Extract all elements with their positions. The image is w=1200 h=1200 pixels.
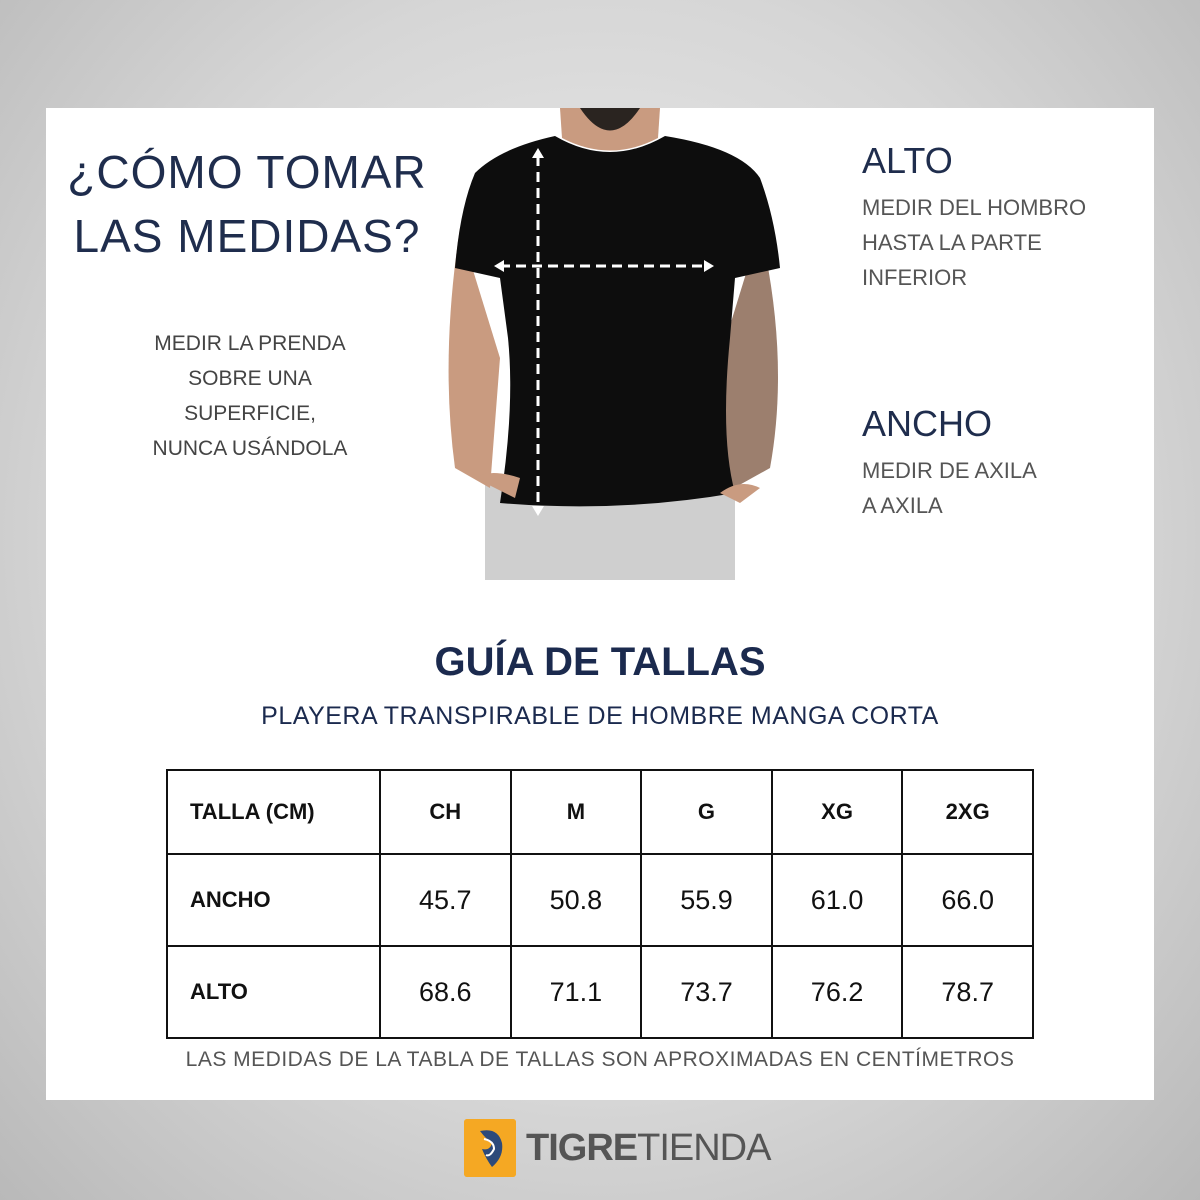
alto-line: MEDIR DEL HOMBRO [862, 195, 1087, 220]
header-cell: 2XG [901, 769, 1034, 855]
cell: 50.8 [509, 853, 643, 947]
table-row: ALTO 68.6 71.1 73.7 76.2 78.7 [166, 945, 1034, 1039]
title-line: LAS MEDIDAS? [73, 210, 421, 262]
header-cell: M [509, 769, 643, 855]
alto-line: INFERIOR [862, 265, 968, 290]
tiger-icon [464, 1119, 516, 1177]
model-shirt-photo [448, 108, 780, 580]
note-line: SUPERFICIE, [184, 402, 316, 425]
cell: 76.2 [770, 945, 904, 1039]
cell: 45.7 [379, 853, 512, 947]
size-guide-title: GUÍA DE TALLAS [434, 640, 766, 684]
hands [475, 473, 760, 503]
alto-line: HASTA LA PARTE [862, 230, 1042, 255]
size-table: TALLA (CM) CH M G XG 2XG ANCHO 45.7 50.8… [166, 769, 1034, 1039]
header-cell: CH [379, 769, 512, 855]
cell: 68.6 [379, 945, 512, 1039]
measure-note: MEDIR LA PRENDA SOBRE UNA SUPERFICIE, NU… [120, 326, 380, 466]
footnote: LAS MEDIDAS DE LA TABLA DE TALLAS SON AP… [185, 1048, 1015, 1071]
cell: 61.0 [770, 853, 904, 947]
table-header-row: TALLA (CM) CH M G XG 2XG [166, 769, 1034, 855]
brand-name: TIGRETIENDA [526, 1126, 771, 1170]
note-line: SOBRE UNA [188, 367, 312, 390]
note-line: MEDIR LA PRENDA [154, 332, 346, 355]
row-label: ALTO [166, 945, 381, 1039]
title-line: ¿CÓMO TOMAR [67, 146, 427, 198]
row-label: ANCHO [166, 853, 381, 947]
alto-heading: ALTO [862, 140, 953, 181]
black-tshirt [455, 136, 780, 507]
cell: 66.0 [901, 853, 1034, 947]
cell: 78.7 [901, 945, 1034, 1039]
tigretienda-logo: TIGRETIENDA [464, 1118, 771, 1178]
beard [580, 108, 640, 131]
header-cell: G [640, 769, 773, 855]
ancho-section: ANCHO MEDIR DE AXILA A AXILA [862, 403, 1037, 523]
cell: 71.1 [509, 945, 643, 1039]
ancho-heading: ANCHO [862, 403, 993, 444]
how-to-measure-title: ¿CÓMO TOMAR LAS MEDIDAS? [62, 140, 432, 268]
size-guide-subtitle: PLAYERA TRANSPIRABLE DE HOMBRE MANGA COR… [261, 702, 939, 730]
left-arm [448, 228, 500, 488]
header-cell: XG [770, 769, 904, 855]
ancho-line: A AXILA [862, 493, 943, 518]
measurement-arrows [500, 156, 708, 508]
cell: 73.7 [640, 945, 773, 1039]
brand-light: TIENDA [637, 1126, 771, 1169]
table-row: ANCHO 45.7 50.8 55.9 61.0 66.0 [166, 853, 1034, 947]
alto-section: ALTO MEDIR DEL HOMBRO HASTA LA PARTE INF… [862, 140, 1086, 295]
brand-bold: TIGRE [526, 1126, 638, 1169]
note-line: NUNCA USÁNDOLA [152, 437, 348, 460]
ancho-line: MEDIR DE AXILA [862, 458, 1037, 483]
header-cell: TALLA (CM) [166, 769, 381, 855]
right-arm-tattoo [720, 228, 778, 493]
cell: 55.9 [640, 853, 773, 947]
